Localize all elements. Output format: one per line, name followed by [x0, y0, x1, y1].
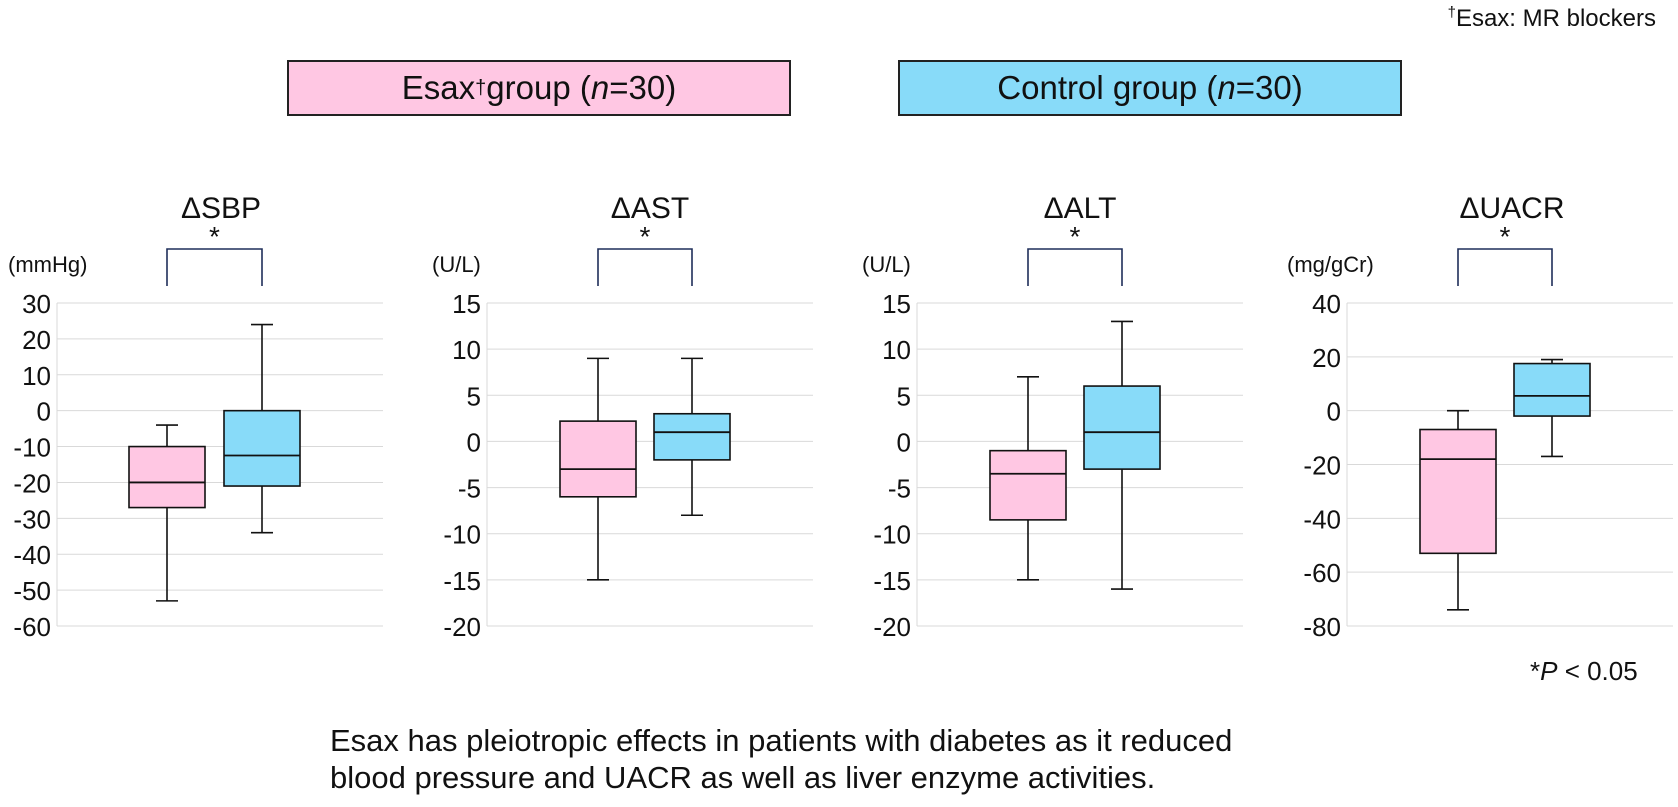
- y-tick-label: 10: [22, 361, 51, 391]
- significance-star: *: [640, 221, 651, 252]
- y-tick-label: 0: [467, 427, 481, 457]
- y-tick-label: -15: [873, 566, 911, 596]
- significance-bracket: [1027, 248, 1123, 286]
- y-tick-label: 5: [897, 381, 911, 411]
- control-box: [1513, 362, 1591, 417]
- chart-title: ΔSBP: [181, 192, 261, 225]
- y-tick-label: -15: [443, 566, 481, 596]
- y-tick-label: -20: [873, 612, 911, 642]
- esax-box: [1419, 428, 1497, 555]
- y-tick-label: -40: [13, 540, 51, 570]
- y-tick-label: 0: [1327, 397, 1341, 427]
- y-tick-label: -10: [873, 520, 911, 550]
- y-tick-label: 20: [1312, 343, 1341, 373]
- y-tick-label: -20: [1303, 451, 1341, 481]
- legend-control-group: Control group (n =30): [898, 60, 1402, 116]
- y-tick-label: -40: [1303, 504, 1341, 534]
- esax-box: [989, 449, 1067, 521]
- y-axis-unit: (mg/gCr): [1287, 252, 1374, 277]
- y-axis-unit: (U/L): [432, 252, 481, 277]
- caption: Esax has pleiotropic effects in patients…: [330, 722, 1430, 796]
- y-tick-label: 15: [882, 289, 911, 319]
- y-tick-label: 0: [897, 427, 911, 457]
- y-tick-label: -80: [1303, 612, 1341, 642]
- significance-star: *: [1500, 221, 1511, 252]
- control-box: [223, 409, 301, 487]
- y-tick-label: -60: [13, 612, 51, 642]
- y-tick-label: -20: [13, 468, 51, 498]
- y-axis-unit: (mmHg): [8, 252, 87, 277]
- y-tick-label: -60: [1303, 558, 1341, 588]
- y-tick-label: 30: [22, 289, 51, 319]
- significance-bracket: [597, 248, 693, 286]
- caption-line: blood pressure and UACR as well as liver…: [330, 760, 1156, 795]
- y-axis-unit: (U/L): [862, 252, 911, 277]
- legend-esax-group: Esax † group (n =30): [287, 60, 791, 116]
- p-value-note: *P < 0.05: [1530, 656, 1638, 686]
- esax-box: [128, 445, 206, 509]
- y-tick-label: -30: [13, 504, 51, 534]
- significance-bracket: [1457, 248, 1553, 286]
- y-tick-label: 5: [467, 381, 481, 411]
- y-tick-label: 15: [452, 289, 481, 319]
- control-box: [1083, 385, 1161, 470]
- y-tick-label: -20: [443, 612, 481, 642]
- y-tick-label: 10: [452, 335, 481, 365]
- significance-star: *: [209, 221, 220, 252]
- significance-bracket: [166, 248, 263, 286]
- y-tick-label: -50: [13, 576, 51, 606]
- esax-box: [559, 420, 637, 498]
- chart-title: ΔAST: [611, 192, 689, 225]
- y-tick-label: -5: [888, 474, 911, 504]
- y-tick-label: 0: [37, 397, 51, 427]
- y-tick-label: 40: [1312, 289, 1341, 319]
- chart-title: ΔUACR: [1459, 192, 1564, 225]
- caption-line: Esax has pleiotropic effects in patients…: [330, 723, 1233, 758]
- footnote-esax-definition: †Esax: MR blockers: [1447, 4, 1656, 32]
- y-tick-label: -10: [13, 433, 51, 463]
- y-tick-label: 20: [22, 325, 51, 355]
- y-tick-label: -10: [443, 520, 481, 550]
- significance-star: *: [1070, 221, 1081, 252]
- y-tick-label: -5: [458, 474, 481, 504]
- chart-title: ΔALT: [1044, 192, 1117, 225]
- y-tick-label: 10: [882, 335, 911, 365]
- control-box: [653, 412, 731, 461]
